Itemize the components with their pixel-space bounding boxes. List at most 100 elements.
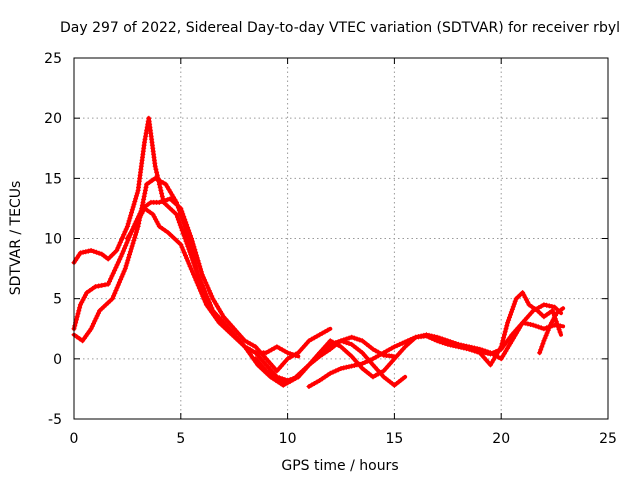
data-point — [121, 232, 127, 237]
data-point — [343, 364, 349, 370]
data-point — [74, 314, 80, 320]
chart-title: Day 297 of 2022, Sidereal Day-to-day VTE… — [60, 20, 620, 36]
data-point — [247, 341, 253, 347]
data-point — [456, 344, 461, 350]
data-point — [120, 248, 126, 254]
data-point — [290, 377, 296, 383]
data-point — [113, 265, 119, 271]
data-point — [311, 335, 317, 341]
data-point — [77, 250, 83, 256]
data-point — [541, 326, 547, 332]
data-point — [186, 238, 192, 244]
data-point — [180, 218, 186, 224]
data-point — [450, 343, 456, 349]
data-point — [309, 336, 315, 342]
data-point — [359, 361, 365, 367]
data-point — [397, 341, 403, 347]
data-point — [127, 215, 133, 221]
data-point — [120, 234, 126, 240]
data-point — [333, 341, 339, 347]
data-point — [362, 359, 368, 365]
data-point — [512, 298, 518, 304]
data-point — [257, 355, 263, 361]
data-point — [542, 335, 548, 341]
data-point — [497, 346, 503, 352]
data-point — [122, 266, 128, 272]
data-point — [108, 276, 114, 282]
data-point — [157, 184, 163, 190]
data-point — [365, 358, 371, 364]
data-point — [174, 199, 179, 205]
data-point — [72, 323, 78, 329]
data-point — [349, 363, 355, 369]
data-point — [553, 318, 559, 324]
data-point — [282, 348, 288, 354]
data-point — [322, 374, 328, 380]
data-point — [89, 323, 95, 329]
data-point — [541, 338, 547, 344]
data-point — [402, 339, 408, 345]
y-tick-label: 20 — [44, 111, 62, 127]
data-point — [179, 244, 185, 250]
data-point — [159, 226, 165, 231]
data-point — [547, 310, 553, 316]
data-point — [498, 344, 504, 350]
data-point — [325, 348, 331, 354]
data-point — [335, 342, 341, 348]
data-point — [126, 218, 132, 224]
data-point — [162, 228, 168, 233]
data-point — [357, 337, 363, 343]
data-point — [323, 343, 329, 349]
data-point — [116, 279, 122, 285]
data-point — [351, 335, 357, 341]
data-point — [206, 288, 212, 294]
data-point — [153, 166, 159, 172]
data-point — [189, 249, 195, 255]
data-point — [162, 198, 168, 204]
data-point — [437, 339, 443, 345]
data-point — [178, 242, 184, 247]
data-point — [461, 345, 467, 351]
data-point — [274, 368, 280, 374]
data-point — [544, 302, 550, 308]
data-point — [351, 363, 357, 368]
data-point — [124, 260, 130, 266]
data-point — [204, 282, 210, 288]
data-point — [242, 344, 248, 350]
data-point — [488, 362, 493, 368]
data-point — [263, 356, 269, 362]
data-point — [325, 372, 331, 378]
data-point — [290, 353, 296, 359]
data-point — [507, 340, 513, 346]
data-point — [208, 290, 213, 296]
data-point — [257, 349, 263, 355]
data-point — [198, 280, 204, 286]
data-point — [183, 226, 189, 232]
data-point — [482, 350, 488, 356]
y-tick-label: 5 — [53, 292, 62, 308]
data-point — [142, 190, 148, 196]
data-point — [139, 202, 145, 208]
data-point — [304, 340, 310, 346]
data-point — [489, 359, 495, 365]
data-point — [354, 362, 360, 368]
data-point — [142, 205, 147, 211]
data-point — [159, 190, 165, 196]
data-point — [95, 310, 101, 316]
data-point — [113, 288, 119, 293]
data-point — [183, 253, 188, 258]
data-point — [501, 335, 507, 341]
data-point — [76, 308, 82, 314]
data-point — [90, 286, 95, 292]
data-point — [216, 306, 222, 312]
data-point — [187, 263, 193, 269]
data-point — [133, 232, 138, 238]
data-point — [175, 202, 180, 208]
data-point — [341, 339, 347, 345]
data-point — [149, 177, 155, 183]
data-point — [399, 340, 405, 346]
data-point — [99, 282, 105, 288]
data-point — [335, 367, 341, 373]
data-point — [338, 366, 344, 371]
